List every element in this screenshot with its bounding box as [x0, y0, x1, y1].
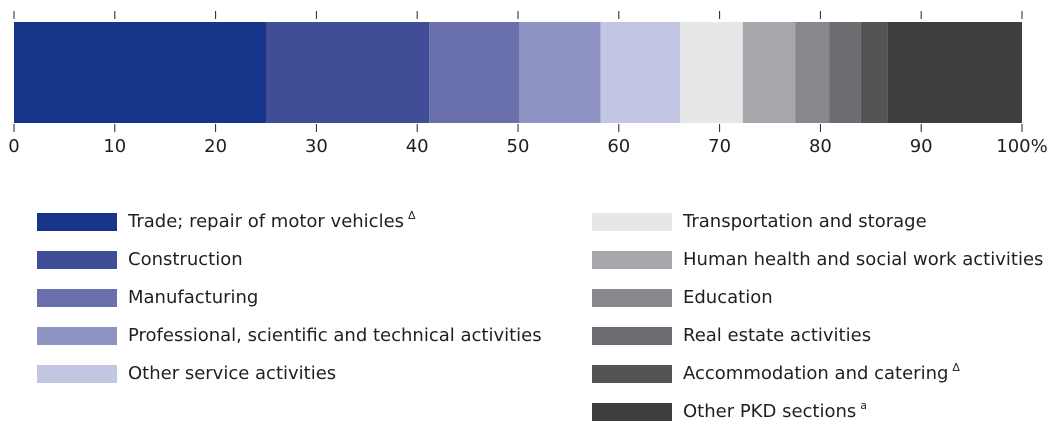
- legend-label: Other PKD sections a: [683, 399, 867, 422]
- bar-segment: [429, 22, 520, 123]
- legend-swatch: [37, 213, 117, 231]
- x-tick-label: 10: [103, 136, 126, 157]
- legend-label: Construction: [128, 249, 243, 270]
- legend-swatch: [37, 251, 117, 269]
- legend-name: Professional, scientific and technical a…: [128, 325, 542, 346]
- bar-segment: [14, 22, 266, 123]
- legend-swatch: [592, 403, 672, 421]
- x-tick-label: 50: [507, 136, 530, 157]
- legend-marker: Δ: [952, 361, 960, 374]
- legend-swatch: [592, 289, 672, 307]
- legend-name: Accommodation and catering: [683, 363, 948, 384]
- legend-name: Construction: [128, 249, 243, 270]
- x-tick-label: 20: [204, 136, 227, 157]
- x-tick-label: 0: [8, 136, 19, 157]
- legend-name: Education: [683, 287, 773, 308]
- bar-segment: [519, 22, 601, 123]
- legend-name: Human health and social work activities: [683, 249, 1043, 270]
- x-tick-label: 30: [305, 136, 328, 157]
- bar-segment: [860, 22, 888, 123]
- legend-swatch: [592, 365, 672, 383]
- x-tick-label: 80: [809, 136, 832, 157]
- legend-swatch: [37, 365, 117, 383]
- legend-swatch: [592, 327, 672, 345]
- legend-label: Trade; repair of motor vehicles Δ: [127, 209, 416, 232]
- bar-segment: [266, 22, 430, 123]
- legend-label: Manufacturing: [128, 287, 258, 308]
- legend-swatch: [37, 327, 117, 345]
- legend-marker: Δ: [408, 209, 416, 222]
- bar-segment: [600, 22, 681, 123]
- x-tick-label: 60: [607, 136, 630, 157]
- bar-segment: [829, 22, 861, 123]
- legend-name: Real estate activities: [683, 325, 871, 346]
- bar-segment: [795, 22, 830, 123]
- legend-name: Other service activities: [128, 363, 336, 384]
- x-tick-label: 90: [910, 136, 933, 157]
- legend-label: Real estate activities: [683, 325, 871, 346]
- legend-label: Other service activities: [128, 363, 336, 384]
- bar-segment: [742, 22, 796, 123]
- legend-name: Other PKD sections: [683, 401, 856, 422]
- legend-label: Accommodation and catering Δ: [683, 361, 960, 384]
- legend-label: Professional, scientific and technical a…: [128, 325, 542, 346]
- legend-name: Manufacturing: [128, 287, 258, 308]
- legend-marker: a: [860, 399, 867, 412]
- legend-label: Transportation and storage: [682, 211, 927, 232]
- x-tick-label: 70: [708, 136, 731, 157]
- x-tick-label: 40: [406, 136, 429, 157]
- legend-swatch: [592, 251, 672, 269]
- legend-swatch: [592, 213, 672, 231]
- bar-segment: [680, 22, 743, 123]
- x-tick-label: 100%: [996, 136, 1047, 157]
- legend-name: Transportation and storage: [682, 211, 927, 232]
- legend-swatch: [37, 289, 117, 307]
- legend-name: Trade; repair of motor vehicles: [127, 211, 404, 232]
- legend-label: Education: [683, 287, 773, 308]
- legend-label: Human health and social work activities: [683, 249, 1043, 270]
- bar-segment: [887, 22, 1022, 123]
